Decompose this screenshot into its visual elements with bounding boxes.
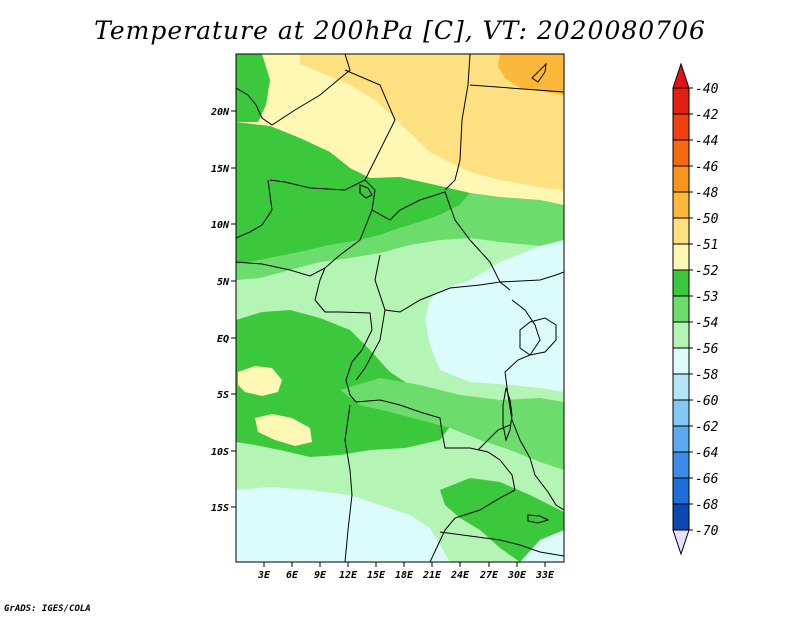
colorbar-segment [672,399,690,427]
colorbar-segment [672,269,690,297]
colorbar-segment [672,503,690,531]
lat-label-5n: 5N [217,277,230,288]
colorbar-label: -68 [695,498,719,513]
band-minus52-northwest [236,54,270,122]
colorbar-segment [672,451,690,479]
longitude-labels: 3E 6E 9E 12E 15E 18E 21E 24E 27E 30E 33E [257,570,555,581]
colorbar-segment [672,139,690,167]
band-minus54-south [236,487,450,562]
lon-label-27e: 27E [479,570,499,581]
colorbar-label: -52 [695,264,719,279]
grads-credit: GrADS: IGES/COLA [4,604,91,614]
lat-label-10s: 10S [211,447,229,458]
map-title: Temperature at 200hPa [C], VT: 202008070… [94,16,706,45]
colorbar-segment [672,217,690,245]
lon-label-6e: 6E [286,570,299,581]
colorbar-segment [672,373,690,401]
colorbar-segment [672,477,690,505]
colorbar-segment [672,243,690,271]
colorbar-label: -70 [695,524,719,539]
colorbar-label: -56 [695,342,719,357]
longitude-axis [263,562,546,567]
colorbar-label: -46 [695,160,719,175]
band-minus53-central [340,378,564,470]
map-frame [235,53,565,563]
band-minus50-north [300,54,564,190]
lon-label-9e: 9E [314,570,327,581]
latitude-labels: 20N 15N 10N 5N EQ 5S 10S 15S [210,107,230,514]
latitude-axis [231,110,236,508]
colorbar-segment [672,87,690,115]
colorbar-label: -44 [695,134,718,149]
lon-label-30e: 30E [507,570,527,581]
colorbar-label: -42 [695,108,719,123]
colorbar-segment [672,347,690,375]
band-minus52-southeast [440,478,564,562]
colorbar-label: -64 [695,446,718,461]
colorbar-bottom-triangle [672,529,690,556]
colorbar-label: -51 [695,238,718,253]
lat-label-15s: 15S [211,503,229,514]
colorbar-label: -66 [695,472,719,487]
colorbar-label: -62 [695,420,719,435]
lat-label-5s: 5S [217,390,229,401]
lon-label-21e: 21E [422,570,442,581]
lat-label-20n: 20N [210,107,230,118]
colorbar-label: -40 [695,82,719,97]
band-minus48-northeast [498,54,564,95]
lon-label-3e: 3E [257,570,271,581]
lat-label-10n: 10N [211,220,230,231]
colorbar-segment [672,113,690,141]
lon-label-15e: 15E [367,570,386,581]
colorbar-label: -60 [695,394,719,409]
lon-label-12e: 12E [339,570,358,581]
colorbar: -40 -42 -44 -46 -48 -50 -51 -52 -53 -54 -56 -58 -60 -… [672,62,719,556]
colorbar-label: -53 [695,290,718,305]
band-minus51-west-patch1 [238,366,282,396]
colorbar-label: -50 [695,212,719,227]
colorbar-segment [672,165,690,193]
colorbar-segment [672,321,690,349]
lon-label-24e: 24E [450,570,470,581]
lon-label-18e: 18E [395,570,414,581]
colorbar-label: -48 [695,186,719,201]
colorbar-label: -58 [695,368,719,383]
colorbar-segment [672,191,690,219]
lat-label-15n: 15N [211,164,230,175]
lon-label-33e: 33E [535,570,555,581]
colorbar-segment [672,295,690,323]
colorbar-segment [672,425,690,453]
colorbar-top-triangle [672,62,690,89]
band-minus52-north-belt [236,122,470,264]
band-minus53-north [236,193,564,280]
lat-label-eq: EQ [217,334,229,345]
colorbar-label: -54 [695,316,718,331]
lakes [359,62,557,524]
country-boundaries [236,54,564,562]
map-plot-area [236,54,564,562]
band-minus51-west-patch2 [255,414,312,446]
